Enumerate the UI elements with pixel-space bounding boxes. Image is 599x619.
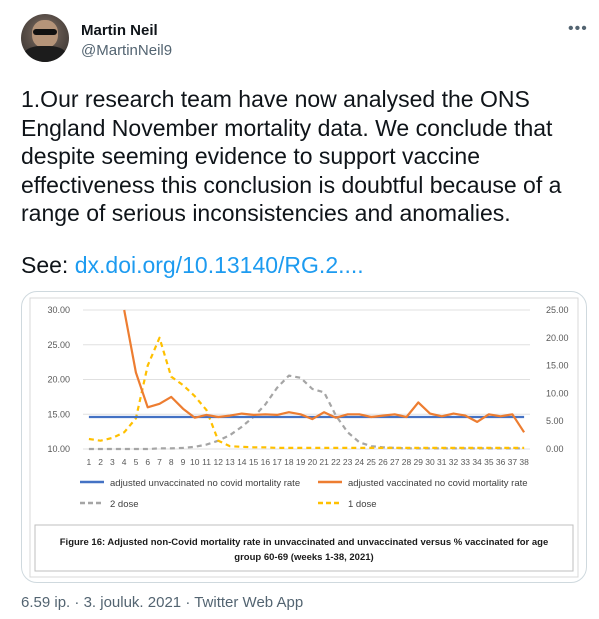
- figure-caption-line-1: Figure 16: Adjusted non-Covid mortality …: [60, 537, 549, 548]
- tweet-meta: 6.59 ip. · 3. jouluk. 2021 · Twitter Web…: [21, 594, 303, 611]
- x-tick-label: 5: [134, 457, 139, 467]
- y-left-tick-label: 15.00: [47, 409, 70, 419]
- x-tick-label: 28: [402, 457, 412, 467]
- more-options-icon[interactable]: •••: [568, 20, 588, 37]
- tweet-text: 1.Our research team have now analysed th…: [21, 86, 562, 226]
- x-tick-label: 16: [261, 457, 271, 467]
- y-right-tick-label: 25.00: [546, 305, 569, 315]
- x-tick-label: 3: [110, 457, 115, 467]
- author-avatar[interactable]: [21, 14, 69, 62]
- x-tick-label: 21: [319, 457, 329, 467]
- tweet-see-line: See: dx.doi.org/10.13140/RG.2....: [21, 252, 364, 279]
- x-tick-label: 23: [343, 457, 353, 467]
- x-tick-label: 37: [508, 457, 518, 467]
- x-tick-label: 4: [122, 457, 127, 467]
- avatar-shirt: [23, 46, 67, 62]
- x-tick-label: 12: [214, 457, 224, 467]
- legend-label: 2 dose: [110, 499, 139, 510]
- x-tick-label: 34: [472, 457, 482, 467]
- x-tick-label: 33: [461, 457, 471, 467]
- x-tick-label: 19: [296, 457, 306, 467]
- doi-link[interactable]: dx.doi.org/10.13140/RG.2....: [74, 252, 364, 278]
- x-tick-label: 8: [169, 457, 174, 467]
- tweet-source[interactable]: Twitter Web App: [194, 594, 304, 611]
- tweet-date[interactable]: 3. jouluk. 2021: [83, 594, 182, 611]
- series-line-2-dose: [88, 374, 525, 451]
- x-tick-label: 26: [378, 457, 388, 467]
- x-tick-label: 22: [331, 457, 341, 467]
- series-line-adjusted-vaccinated-no-covid-mortality-rate: [123, 309, 526, 433]
- series-line-1-dose: [88, 336, 525, 449]
- x-tick-label: 17: [272, 457, 282, 467]
- avatar-sunglasses: [33, 29, 57, 35]
- y-right-tick-label: 5.00: [546, 416, 564, 426]
- meta-separator: ·: [185, 594, 191, 611]
- x-tick-label: 18: [284, 457, 294, 467]
- x-tick-label: 2: [98, 457, 103, 467]
- y-right-tick-label: 10.00: [546, 388, 569, 398]
- x-tick-label: 36: [496, 457, 506, 467]
- x-tick-label: 15: [249, 457, 259, 467]
- y-right-tick-label: 0.00: [546, 444, 564, 454]
- see-label: See:: [21, 252, 75, 278]
- legend-label: adjusted unvaccinated no covid mortality…: [110, 478, 300, 489]
- x-tick-label: 30: [425, 457, 435, 467]
- x-tick-label: 27: [390, 457, 400, 467]
- x-tick-label: 1: [87, 457, 92, 467]
- x-tick-label: 29: [414, 457, 424, 467]
- caption-box: [34, 524, 574, 572]
- x-tick-label: 9: [181, 457, 186, 467]
- meta-separator: ·: [74, 594, 80, 611]
- figure-caption-line-2: group 60-69 (weeks 1-38, 2021): [234, 552, 373, 563]
- x-tick-label: 25: [366, 457, 376, 467]
- y-left-tick-label: 30.00: [47, 305, 70, 315]
- x-tick-label: 32: [449, 457, 459, 467]
- y-left-tick-label: 20.00: [47, 375, 70, 385]
- legend-label: 1 dose: [348, 499, 377, 510]
- x-tick-label: 14: [237, 457, 247, 467]
- legend-label: adjusted vaccinated no covid mortality r…: [348, 478, 528, 489]
- tweet-time[interactable]: 6.59 ip.: [21, 594, 71, 611]
- author-handle[interactable]: @MartinNeil9: [81, 42, 173, 59]
- tweet-media-chart[interactable]: 10.00 15.00 20.00 25.00 30.00 0.00 5.00 10.00 15…: [21, 291, 587, 583]
- y-left-tick-label: 10.00: [47, 444, 70, 454]
- y-left-tick-label: 25.00: [47, 340, 70, 350]
- x-tick-label: 24: [355, 457, 365, 467]
- chart-svg: 10.0015.0020.0025.0030.000.005.0010.0015…: [29, 297, 579, 578]
- y-right-tick-label: 20.00: [546, 333, 569, 343]
- x-tick-label: 20: [308, 457, 318, 467]
- x-tick-label: 6: [145, 457, 150, 467]
- x-tick-label: 31: [437, 457, 447, 467]
- x-tick-label: 10: [190, 457, 200, 467]
- author-name[interactable]: Martin Neil: [81, 22, 158, 39]
- x-tick-label: 11: [202, 457, 211, 467]
- x-tick-label: 38: [519, 457, 529, 467]
- x-tick-label: 7: [157, 457, 162, 467]
- x-tick-label: 13: [225, 457, 235, 467]
- x-tick-label: 35: [484, 457, 494, 467]
- y-right-tick-label: 15.00: [546, 361, 569, 371]
